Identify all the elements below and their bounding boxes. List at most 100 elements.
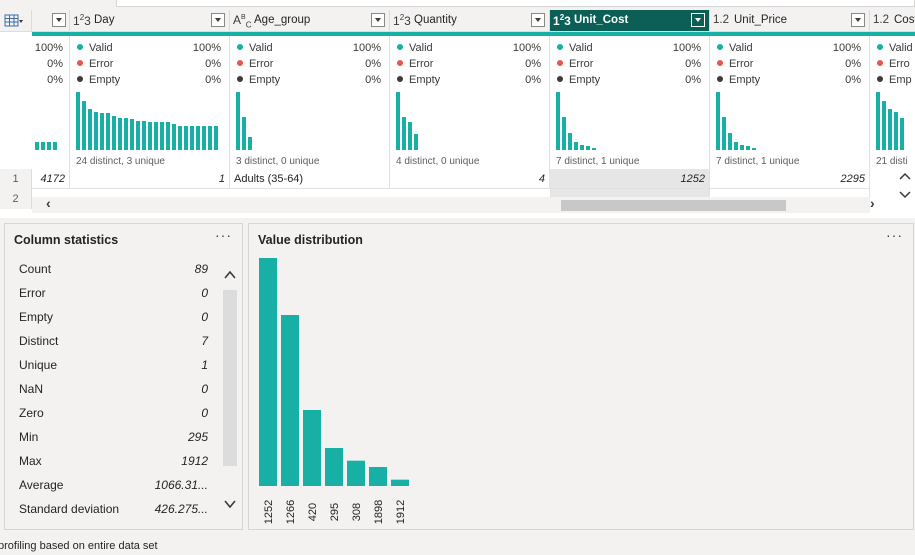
- column-header-quantity[interactable]: 123 Quantity: [390, 10, 550, 32]
- histogram-bar[interactable]: [408, 122, 412, 150]
- horizontal-scrollbar[interactable]: ‹ ›: [32, 195, 875, 213]
- histogram-bar[interactable]: [592, 148, 596, 150]
- row-number[interactable]: 2: [0, 189, 32, 209]
- column-header-index[interactable]: [32, 10, 70, 32]
- histogram-bar[interactable]: [568, 133, 572, 150]
- histogram-bar[interactable]: [574, 142, 578, 150]
- table-cell[interactable]: 4: [390, 169, 550, 189]
- histogram-bar[interactable]: [100, 113, 104, 150]
- distribution-bar[interactable]: [259, 258, 277, 486]
- table-menu-button[interactable]: [0, 10, 32, 32]
- histogram-bar[interactable]: [208, 126, 212, 150]
- distribution-bar[interactable]: [369, 467, 387, 486]
- histogram-bar[interactable]: [184, 126, 188, 150]
- histogram-bar[interactable]: [154, 122, 158, 150]
- histogram-bar[interactable]: [752, 148, 756, 150]
- histogram-bar[interactable]: [196, 126, 200, 150]
- column-filter-dropdown[interactable]: [691, 13, 705, 27]
- histogram-bar[interactable]: [136, 121, 140, 150]
- histogram-bar[interactable]: [414, 134, 418, 150]
- column-filter-dropdown[interactable]: [211, 13, 225, 27]
- more-options-icon[interactable]: ···: [886, 227, 903, 243]
- histogram-bar[interactable]: [740, 145, 744, 150]
- distribution-bar[interactable]: [325, 448, 343, 486]
- column-filter-dropdown[interactable]: [851, 13, 865, 27]
- column-filter-dropdown[interactable]: [52, 13, 66, 27]
- scroll-right-icon[interactable]: ›: [870, 195, 875, 211]
- whole-number-type-icon[interactable]: 123: [73, 13, 91, 28]
- histogram-bar[interactable]: [53, 142, 57, 150]
- horizontal-scroll-thumb[interactable]: [561, 200, 786, 211]
- histogram-bar[interactable]: [894, 112, 898, 150]
- vertical-scroll-thumb[interactable]: [223, 290, 237, 466]
- text-type-icon[interactable]: ABC: [233, 13, 252, 30]
- histogram-bar[interactable]: [35, 142, 39, 150]
- decimal-type-icon[interactable]: 1.2: [873, 14, 889, 26]
- histogram-bar[interactable]: [728, 133, 732, 150]
- histogram-bar[interactable]: [242, 117, 246, 150]
- histogram-bar[interactable]: [556, 92, 560, 150]
- more-options-icon[interactable]: ···: [215, 227, 232, 243]
- column-header-day[interactable]: 123 Day: [70, 10, 230, 32]
- row-number[interactable]: 1: [0, 169, 32, 189]
- histogram-bar[interactable]: [202, 126, 206, 150]
- histogram-bar[interactable]: [746, 146, 750, 150]
- vertical-scroll-arrows[interactable]: [898, 170, 912, 202]
- histogram-bar[interactable]: [166, 122, 170, 150]
- histogram-bar[interactable]: [172, 124, 176, 150]
- histogram-bar[interactable]: [88, 109, 92, 150]
- histogram-bar[interactable]: [562, 117, 566, 150]
- histogram-bar[interactable]: [734, 142, 738, 150]
- scroll-left-icon[interactable]: ‹: [46, 195, 51, 211]
- table-cell[interactable]: 1: [70, 169, 230, 189]
- histogram-bar[interactable]: [396, 92, 400, 150]
- histogram-bar[interactable]: [190, 126, 194, 150]
- histogram-bar[interactable]: [41, 142, 45, 150]
- histogram-bar[interactable]: [214, 126, 218, 150]
- histogram-bar[interactable]: [94, 112, 98, 150]
- histogram-bar[interactable]: [900, 118, 904, 150]
- whole-number-type-icon[interactable]: 123: [553, 13, 571, 28]
- table-cell[interactable]: 4172: [32, 169, 70, 189]
- table-cell[interactable]: 2295: [710, 169, 870, 189]
- column-header-age-group[interactable]: ABC Age_group: [230, 10, 390, 32]
- histogram-bar[interactable]: [112, 116, 116, 150]
- histogram-bar[interactable]: [876, 92, 880, 150]
- histogram-bar[interactable]: [888, 109, 892, 150]
- histogram-bar[interactable]: [722, 117, 726, 150]
- histogram-bar[interactable]: [124, 118, 128, 150]
- histogram-bar[interactable]: [118, 118, 122, 150]
- column-filter-dropdown[interactable]: [371, 13, 385, 27]
- table-cell[interactable]: Adults (35-64): [230, 169, 390, 189]
- histogram-bar[interactable]: [586, 146, 590, 150]
- histogram-bar[interactable]: [716, 92, 720, 150]
- distribution-bar[interactable]: [281, 315, 299, 486]
- histogram-bar[interactable]: [236, 92, 240, 150]
- whole-number-type-icon[interactable]: 123: [393, 13, 411, 28]
- scroll-up-icon[interactable]: [223, 268, 237, 282]
- histogram-bar[interactable]: [160, 122, 164, 150]
- histogram-bar[interactable]: [580, 145, 584, 150]
- histogram-bar[interactable]: [130, 119, 134, 150]
- histogram-bar[interactable]: [47, 142, 51, 150]
- decimal-type-icon[interactable]: 1.2: [713, 14, 729, 26]
- histogram-bar[interactable]: [882, 101, 886, 150]
- histogram-bar[interactable]: [148, 122, 152, 150]
- distribution-bar[interactable]: [347, 460, 365, 486]
- formula-bar[interactable]: [116, 0, 915, 7]
- scroll-down-icon[interactable]: [223, 497, 237, 511]
- distribution-bar[interactable]: [303, 410, 321, 486]
- histogram-bar[interactable]: [402, 117, 406, 150]
- column-header-unit-price[interactable]: 1.2 Unit_Price: [710, 10, 870, 32]
- histogram-bar[interactable]: [82, 101, 86, 150]
- histogram-bar[interactable]: [142, 121, 146, 150]
- table-cell[interactable]: 1252: [550, 169, 710, 189]
- histogram-bar[interactable]: [178, 126, 182, 150]
- histogram-bar[interactable]: [76, 92, 80, 150]
- column-header-cost[interactable]: 1.2 Cost: [870, 10, 915, 32]
- column-header-unit-cost[interactable]: 123 Unit_Cost: [550, 10, 710, 32]
- histogram-bar[interactable]: [106, 113, 110, 150]
- histogram-bar[interactable]: [248, 137, 252, 150]
- column-filter-dropdown[interactable]: [531, 13, 545, 27]
- distribution-bar[interactable]: [391, 479, 409, 486]
